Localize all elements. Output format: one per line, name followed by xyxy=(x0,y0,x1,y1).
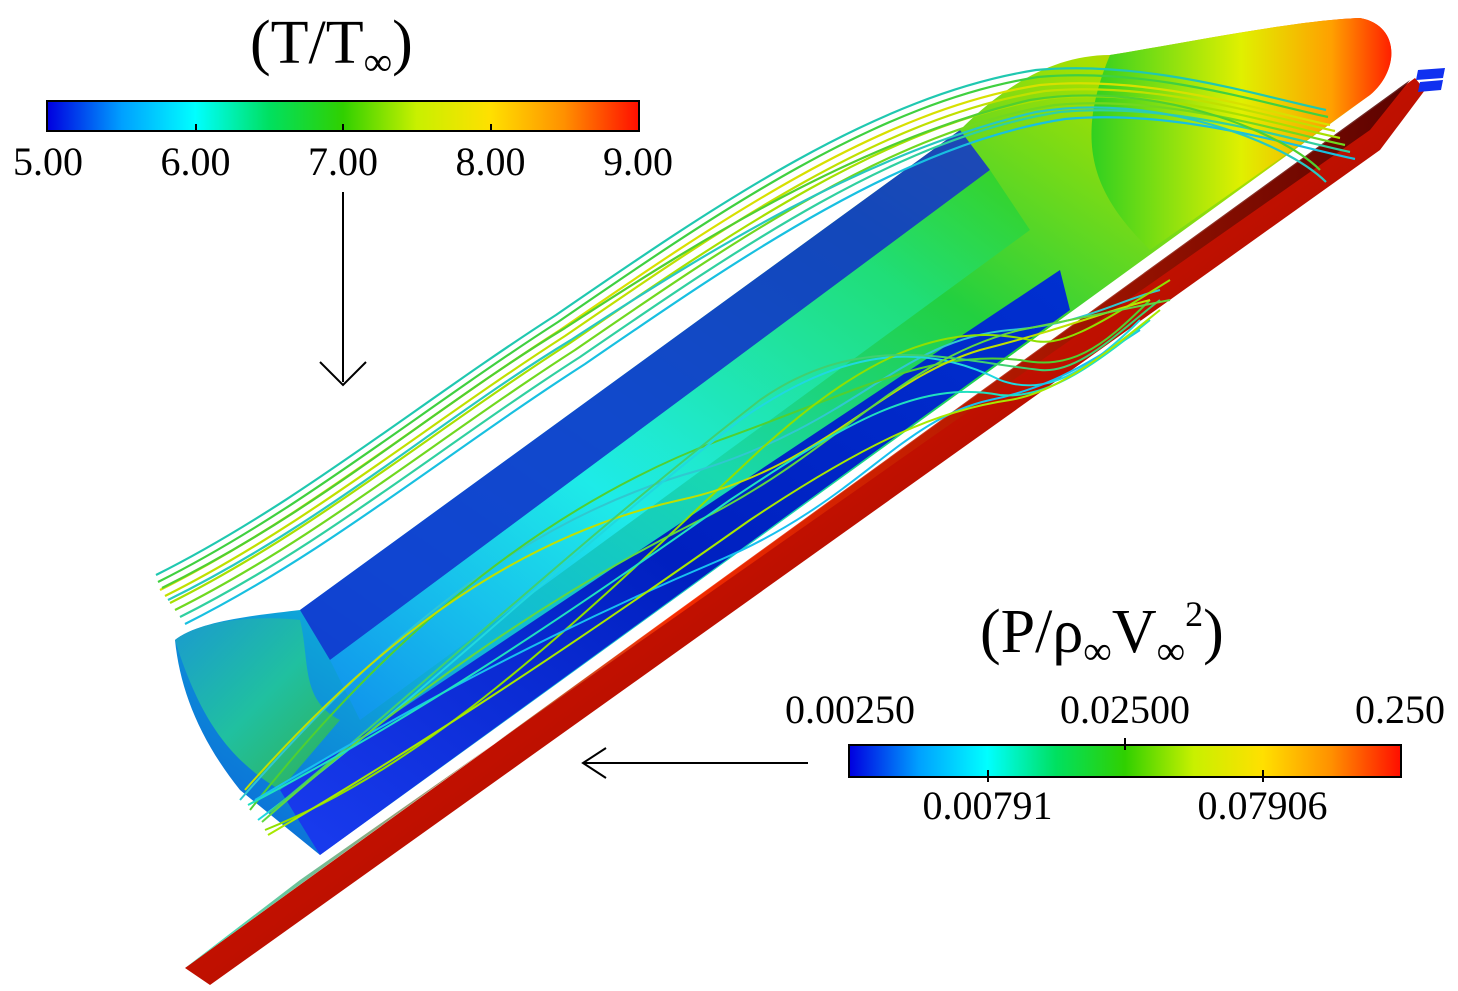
nose-tab-upper xyxy=(1416,68,1445,80)
vehicle-cyan-band xyxy=(330,170,1030,720)
vehicle-compression-ramp xyxy=(185,80,1410,968)
nose-tab-lower xyxy=(1418,80,1443,92)
temperature-legend-title: (T/T∞) xyxy=(250,9,413,84)
pressure-top-tick-mark xyxy=(1124,738,1126,750)
temperature-tick-label: 7.00 xyxy=(308,139,378,184)
pressure-legend-title: (P/ρ∞V∞2) xyxy=(980,594,1224,673)
pressure-top-tick-label: 0.02500 xyxy=(1060,687,1190,732)
upper-streamlines xyxy=(155,67,1356,625)
annotation-arrows xyxy=(319,192,808,779)
temperature-tick-mark xyxy=(489,124,492,132)
temperature-arrowhead xyxy=(319,361,367,387)
temperature-tick-label: 8.00 xyxy=(455,139,526,184)
temperature-tick-label: 9.00 xyxy=(603,139,673,184)
temperature-tick-label: 5.00 xyxy=(13,139,83,184)
pressure-top-tick-label: 0.250 xyxy=(1355,687,1445,732)
pressure-bottom-tick-mark xyxy=(1261,770,1264,782)
temperature-tick-mark xyxy=(342,124,344,132)
vehicle-blue-ridge xyxy=(300,130,990,660)
pressure-bottom-tick-mark xyxy=(986,770,989,782)
temperature-tick-label: 6.00 xyxy=(160,139,231,184)
lower-streamlines xyxy=(239,279,1171,836)
pressure-arrowhead xyxy=(581,747,607,779)
pressure-bottom-tick-label: 0.00791 xyxy=(922,783,1053,828)
pressure-bottom-tick-label: 0.07906 xyxy=(1197,783,1328,828)
vehicle-base-surface xyxy=(175,618,340,790)
temperature-tick-mark xyxy=(194,124,197,132)
pressure-top-tick-label: 0.00250 xyxy=(785,687,915,732)
